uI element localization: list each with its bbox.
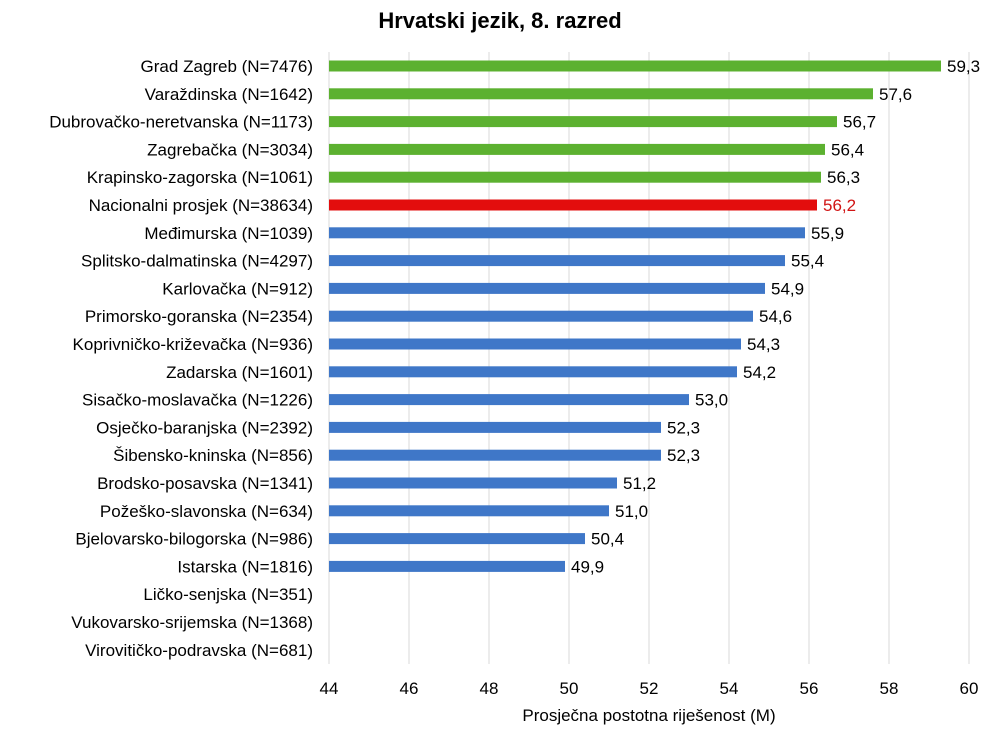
category-label: Sisačko-moslavačka (N=1226) bbox=[82, 391, 313, 410]
bar bbox=[329, 310, 753, 322]
bar bbox=[329, 477, 617, 489]
bar bbox=[329, 449, 661, 461]
value-label: 52,3 bbox=[667, 446, 700, 465]
x-tick-label: 48 bbox=[480, 679, 499, 698]
category-label: Vukovarsko-srijemska (N=1368) bbox=[71, 613, 313, 632]
x-tick-label: 50 bbox=[560, 679, 579, 698]
category-label: Požeško-slavonska (N=634) bbox=[100, 502, 313, 521]
x-axis-label: Prosječna postotna riješenost (M) bbox=[522, 706, 775, 725]
value-label: 56,4 bbox=[831, 140, 864, 159]
bar bbox=[329, 171, 821, 183]
x-axis-ticks: 44 46 48 50 52 54 56 58 60 bbox=[320, 679, 979, 698]
value-label: 51,0 bbox=[615, 502, 648, 521]
bar bbox=[329, 560, 565, 572]
category-label: Šibensko-kninska (N=856) bbox=[113, 446, 313, 465]
value-label: 54,6 bbox=[759, 307, 792, 326]
value-label: 52,3 bbox=[667, 418, 700, 437]
value-labels: 59,3 57,656,7 56,4 56,3 56,2 55,9 55,4 54,9 54,6… bbox=[571, 57, 980, 576]
bar bbox=[329, 255, 785, 267]
category-label: Brodsko-posavska (N=1341) bbox=[97, 474, 313, 493]
value-label: 57,6 bbox=[879, 85, 912, 104]
category-label: Ličko-senjska (N=351) bbox=[143, 585, 313, 604]
bar bbox=[329, 143, 825, 155]
value-label: 54,3 bbox=[747, 335, 780, 354]
x-tick-label: 54 bbox=[720, 679, 739, 698]
value-label: 50,4 bbox=[591, 530, 624, 549]
bars bbox=[329, 60, 941, 572]
bar bbox=[329, 282, 765, 294]
category-label: Zagrebačka (N=3034) bbox=[147, 140, 313, 159]
category-label: Zadarska (N=1601) bbox=[166, 363, 313, 382]
x-tick-label: 44 bbox=[320, 679, 339, 698]
bar bbox=[329, 394, 689, 406]
value-label: 56,2 bbox=[823, 196, 856, 215]
value-label: 55,4 bbox=[791, 252, 824, 271]
x-tick-label: 58 bbox=[880, 679, 899, 698]
value-label: 55,9 bbox=[811, 224, 844, 243]
x-tick-label: 56 bbox=[800, 679, 819, 698]
category-label: Primorsko-goranska (N=2354) bbox=[85, 307, 313, 326]
category-label: Nacionalni prosjek (N=38634) bbox=[89, 196, 313, 215]
category-label: Grad Zagreb (N=7476) bbox=[141, 57, 313, 76]
value-label: 54,9 bbox=[771, 279, 804, 298]
category-label: Varaždinska (N=1642) bbox=[145, 85, 313, 104]
bar bbox=[329, 88, 873, 100]
value-label: 59,3 bbox=[947, 57, 980, 76]
value-label: 53,0 bbox=[695, 391, 728, 410]
bar bbox=[329, 421, 661, 433]
category-label: Koprivničko-križevačka (N=936) bbox=[73, 335, 313, 354]
x-tick-label: 60 bbox=[960, 679, 979, 698]
category-label: Krapinsko-zagorska (N=1061) bbox=[87, 168, 313, 187]
chart-title: Hrvatski jezik, 8. razred bbox=[378, 8, 622, 33]
bar bbox=[329, 60, 941, 72]
bar bbox=[329, 116, 837, 128]
bar bbox=[329, 533, 585, 545]
value-label: 56,3 bbox=[827, 168, 860, 187]
category-label: Virovitičko-podravska (N=681) bbox=[85, 641, 313, 660]
value-label: 56,7 bbox=[843, 113, 876, 132]
grid-lines bbox=[328, 52, 970, 664]
bar bbox=[329, 366, 737, 378]
bar bbox=[329, 505, 609, 517]
category-label: Karlovačka (N=912) bbox=[162, 279, 313, 298]
bar bbox=[329, 227, 805, 239]
x-tick-label: 52 bbox=[640, 679, 659, 698]
bar bbox=[329, 338, 741, 350]
value-label: 49,9 bbox=[571, 557, 604, 576]
bar bbox=[329, 199, 817, 211]
value-label: 54,2 bbox=[743, 363, 776, 382]
x-tick-label: 46 bbox=[400, 679, 419, 698]
value-label: 51,2 bbox=[623, 474, 656, 493]
category-label: Međimurska (N=1039) bbox=[144, 224, 313, 243]
category-label: Istarska (N=1816) bbox=[177, 557, 313, 576]
category-labels: Grad Zagreb (N=7476) Varaždinska (N=1642)… bbox=[49, 57, 313, 660]
category-label: Bjelovarsko-bilogorska (N=986) bbox=[75, 530, 313, 549]
category-label: Splitsko-dalmatinska (N=4297) bbox=[81, 252, 313, 271]
category-label: Dubrovačko-neretvanska (N=1173) bbox=[49, 113, 313, 132]
category-label: Osječko-baranjska (N=2392) bbox=[96, 418, 313, 437]
